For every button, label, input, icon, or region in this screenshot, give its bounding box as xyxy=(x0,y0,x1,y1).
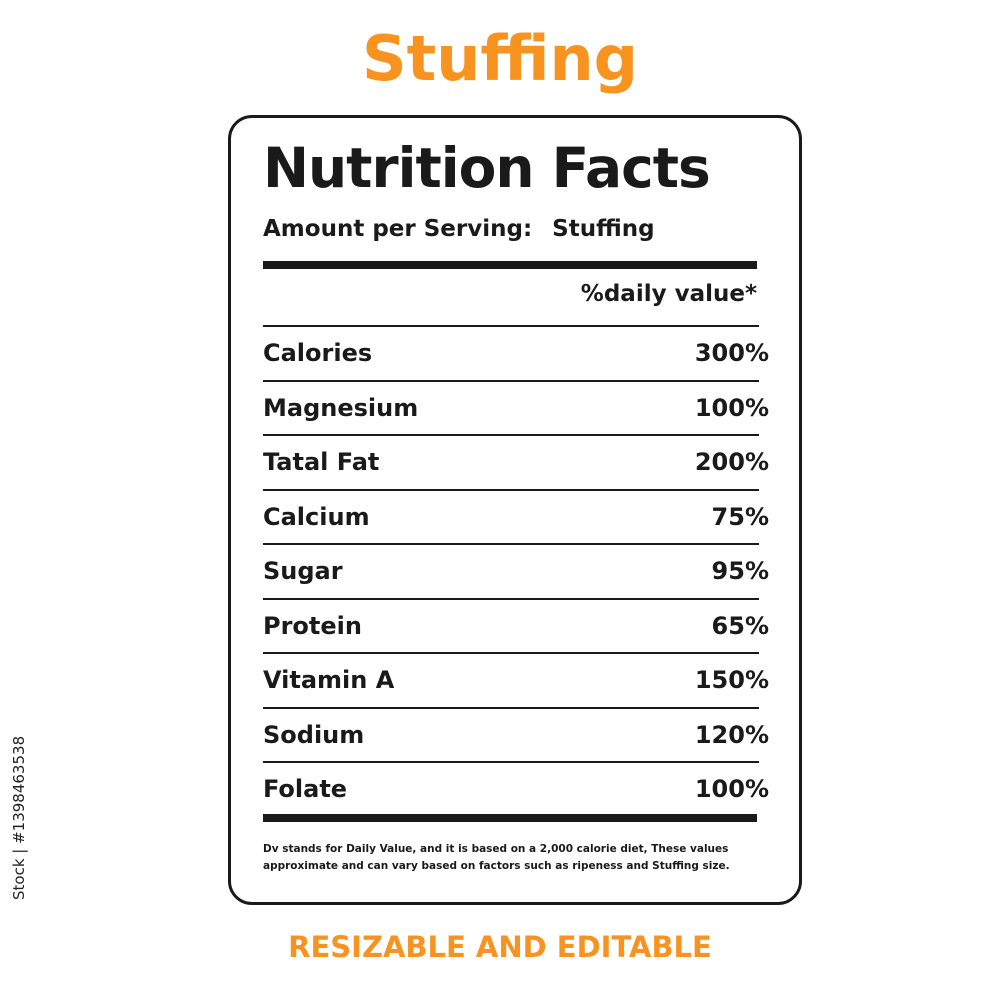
nutrient-value: 65% xyxy=(711,611,769,640)
nutrient-name: Folate xyxy=(263,775,348,804)
nutrient-value: 75% xyxy=(711,502,769,531)
nutrient-row: Calories 300% xyxy=(263,325,769,380)
nutrient-value: 100% xyxy=(694,775,769,804)
nutrient-name: Magnesium xyxy=(263,393,419,422)
daily-value-header: %daily value* xyxy=(580,281,757,307)
nutrient-value: 200% xyxy=(694,448,769,477)
nutrient-name: Sugar xyxy=(263,557,343,586)
thick-divider xyxy=(263,261,757,269)
nutrient-row: Sugar 95% xyxy=(263,543,769,598)
amount-label: Amount per Serving: xyxy=(263,216,533,242)
amount-per-serving: Amount per Serving: Stuffing xyxy=(263,216,675,242)
nutrient-row: Folate 100% xyxy=(263,761,769,816)
nutrient-name: Protein xyxy=(263,611,362,640)
nutrient-row: Sodium 120% xyxy=(263,706,769,762)
nutrient-name: Calcium xyxy=(263,502,370,531)
nutrient-name: Vitamin A xyxy=(263,666,395,695)
nutrient-value: 100% xyxy=(694,393,769,422)
nutrient-row: Protein 65% xyxy=(263,597,769,653)
nutrient-value: 300% xyxy=(694,339,769,368)
nutrient-row: Calcium 75% xyxy=(263,488,769,544)
nutrition-label: Nutrition Facts Amount per Serving: Stuff… xyxy=(228,115,802,905)
page-title: Stuffing xyxy=(361,22,639,95)
nutrient-rows: Calories 300% Magnesium 100% Tatal Fat 200% Ca… xyxy=(263,325,769,816)
subtitle: RESIZABLE AND EDITABLE xyxy=(288,930,712,964)
nutrient-row: Magnesium 100% xyxy=(263,379,769,435)
watermark: Stock | #1398463538 xyxy=(10,735,28,900)
nutrient-value: 150% xyxy=(694,666,769,695)
nutrient-name: Sodium xyxy=(263,720,365,749)
nutrient-row: Vitamin A 150% xyxy=(263,652,769,707)
footnote: Dv stands for Daily Value, and it is bas… xyxy=(263,843,730,872)
label-heading: Nutrition Facts xyxy=(263,136,711,200)
nutrient-value: 120% xyxy=(694,720,769,749)
amount-value: Stuffing xyxy=(552,216,655,242)
nutrient-name: Tatal Fat xyxy=(263,448,380,477)
nutrient-row: Tatal Fat 200% xyxy=(263,434,769,489)
nutrient-value: 95% xyxy=(711,557,769,586)
nutrient-name: Calories xyxy=(263,339,373,368)
thick-divider-bottom xyxy=(263,814,757,822)
